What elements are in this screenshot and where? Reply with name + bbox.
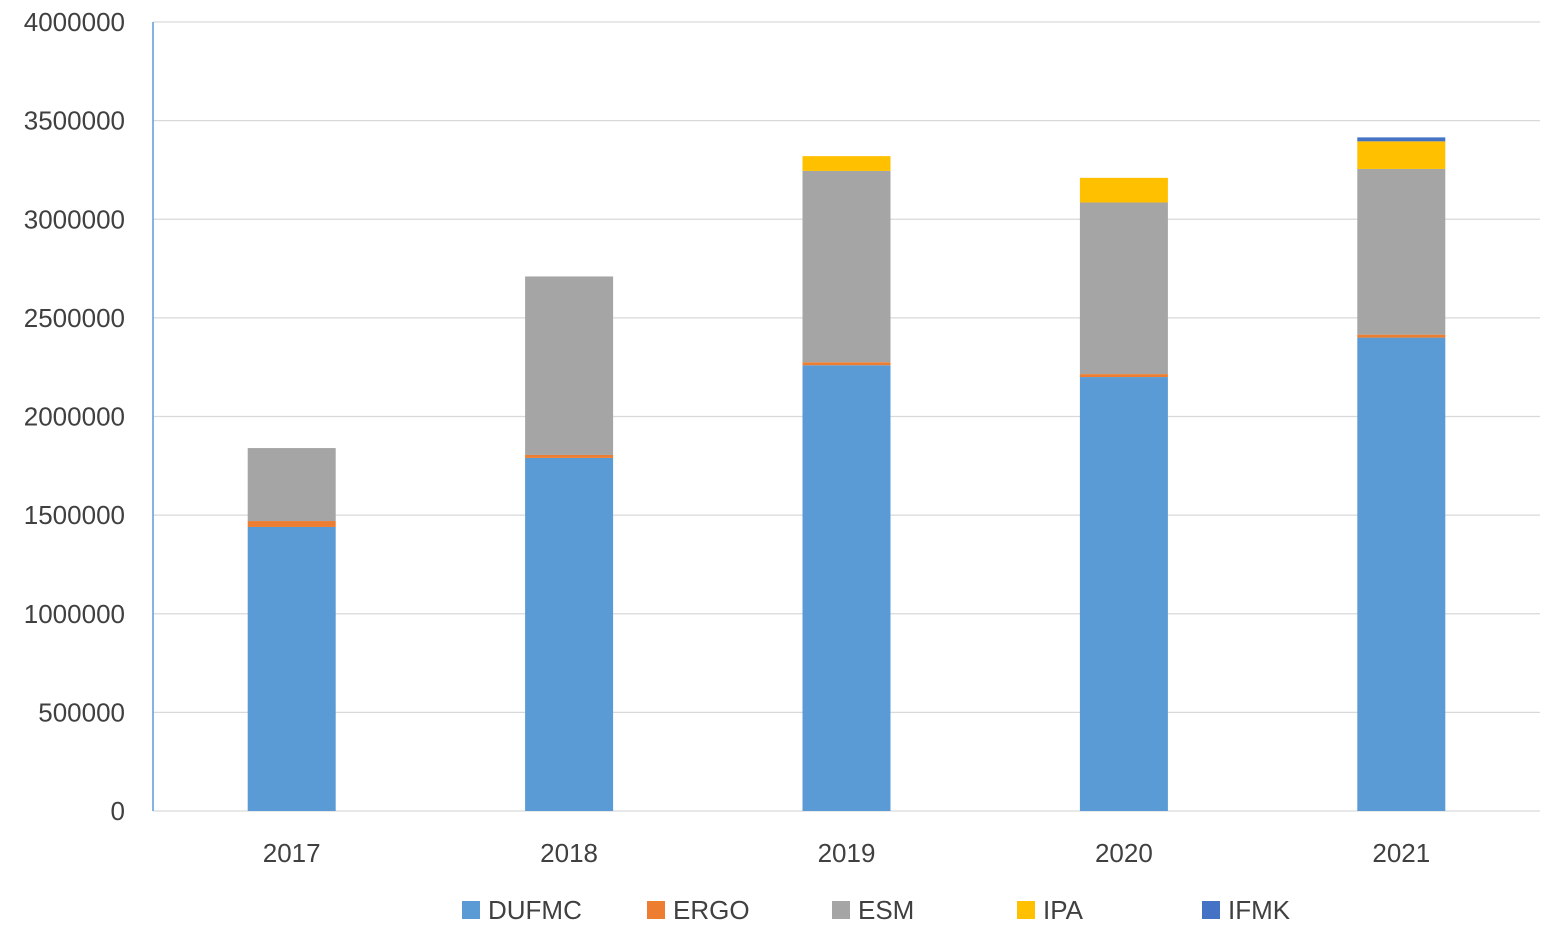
y-tick-label: 2000000 (24, 402, 125, 432)
legend-swatch-ifmk (1202, 901, 1220, 919)
x-tick-label: 2019 (818, 838, 876, 868)
bar-esm-2019 (802, 170, 891, 363)
bar-esm-2021 (1357, 168, 1446, 335)
y-tick-label: 2500000 (24, 303, 125, 333)
x-tick-label: 2020 (1095, 838, 1153, 868)
y-tick-label: 3500000 (24, 106, 125, 136)
bar-ergo-2017 (247, 521, 336, 527)
x-tick-label: 2018 (540, 838, 598, 868)
bar-ipa-2019 (802, 156, 891, 171)
legend-label-ipa: IPA (1043, 895, 1084, 925)
y-axis-ticks: 0 500000 1000000 1500000 2000000 2500000 30000… (24, 7, 125, 826)
legend-label-esm: ESM (858, 895, 914, 925)
bar-ergo-2021 (1357, 334, 1446, 338)
x-tick-label: 2021 (1372, 838, 1430, 868)
legend-swatch-ipa (1017, 901, 1035, 919)
bar-esm-2018 (525, 276, 614, 455)
bar-ergo-2020 (1079, 374, 1168, 378)
legend-label-ergo: ERGO (673, 895, 750, 925)
legend-label-dufmc: DUFMC (488, 895, 582, 925)
bar-ifmk-2021 (1357, 137, 1446, 142)
bar-dufmc-2020 (1079, 377, 1168, 811)
bar-dufmc-2019 (802, 365, 891, 811)
legend-swatch-ergo (647, 901, 665, 919)
bar-ergo-2019 (802, 362, 891, 366)
y-tick-label: 0 (111, 796, 125, 826)
bar-dufmc-2017 (247, 526, 336, 811)
bar-ergo-2018 (525, 454, 614, 458)
bar-dufmc-2021 (1357, 337, 1446, 811)
bar-ipa-2021 (1357, 141, 1446, 169)
bar-esm-2020 (1079, 202, 1168, 375)
y-tick-label: 3000000 (24, 204, 125, 234)
bar-ipa-2020 (1079, 177, 1168, 203)
legend-swatch-dufmc (462, 901, 480, 919)
y-tick-label: 1000000 (24, 599, 125, 629)
y-tick-label: 500000 (38, 697, 125, 727)
legend-swatch-esm (832, 901, 850, 919)
bars (247, 137, 1446, 811)
bar-dufmc-2018 (525, 457, 614, 811)
legend-label-ifmk: IFMK (1228, 895, 1291, 925)
x-axis-ticks: 2017 2018 2019 2020 2021 (263, 838, 1430, 868)
legend: DUFMC ERGO ESM IPA IFMK (462, 895, 1291, 925)
y-tick-label: 4000000 (24, 7, 125, 37)
x-tick-label: 2017 (263, 838, 321, 868)
bar-esm-2017 (247, 448, 336, 522)
y-tick-label: 1500000 (24, 500, 125, 530)
